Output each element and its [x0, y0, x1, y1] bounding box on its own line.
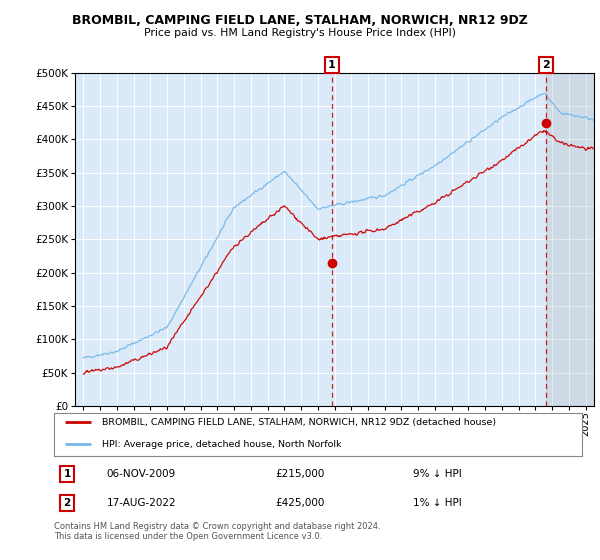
- Text: 06-NOV-2009: 06-NOV-2009: [107, 469, 176, 479]
- Text: BROMBIL, CAMPING FIELD LANE, STALHAM, NORWICH, NR12 9DZ: BROMBIL, CAMPING FIELD LANE, STALHAM, NO…: [72, 14, 528, 27]
- Text: 17-AUG-2022: 17-AUG-2022: [107, 498, 176, 508]
- Text: Contains HM Land Registry data © Crown copyright and database right 2024.
This d: Contains HM Land Registry data © Crown c…: [54, 522, 380, 542]
- Text: BROMBIL, CAMPING FIELD LANE, STALHAM, NORWICH, NR12 9DZ (detached house): BROMBIL, CAMPING FIELD LANE, STALHAM, NO…: [101, 418, 496, 427]
- Text: 1: 1: [328, 60, 336, 70]
- Text: 1: 1: [64, 469, 71, 479]
- Text: 9% ↓ HPI: 9% ↓ HPI: [413, 469, 462, 479]
- Text: HPI: Average price, detached house, North Norfolk: HPI: Average price, detached house, Nort…: [101, 440, 341, 449]
- Text: 1% ↓ HPI: 1% ↓ HPI: [413, 498, 462, 508]
- Text: £215,000: £215,000: [276, 469, 325, 479]
- Text: Price paid vs. HM Land Registry's House Price Index (HPI): Price paid vs. HM Land Registry's House …: [144, 28, 456, 38]
- Bar: [546, 73, 594, 406]
- Text: 2: 2: [64, 498, 71, 508]
- Text: 2: 2: [542, 60, 550, 70]
- Text: £425,000: £425,000: [276, 498, 325, 508]
